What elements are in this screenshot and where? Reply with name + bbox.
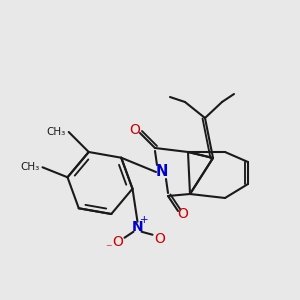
Text: ⁻: ⁻: [105, 242, 112, 255]
Text: O: O: [154, 232, 165, 246]
Text: N: N: [132, 220, 143, 234]
Text: CH₃: CH₃: [20, 162, 40, 172]
Text: O: O: [178, 207, 188, 221]
Text: O: O: [112, 235, 123, 249]
Text: +: +: [140, 215, 149, 225]
Text: CH₃: CH₃: [46, 127, 66, 137]
Text: N: N: [156, 164, 168, 179]
Text: O: O: [130, 123, 140, 137]
